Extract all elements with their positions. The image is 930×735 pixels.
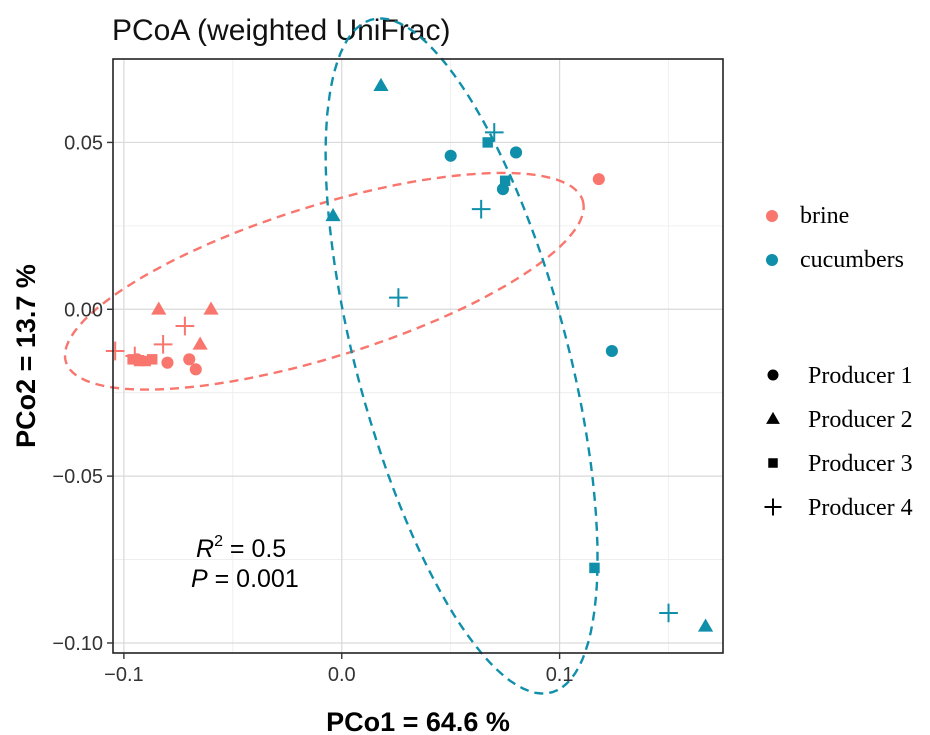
r-symbol: R xyxy=(196,535,214,563)
y-tick-label: −0.10 xyxy=(52,633,103,655)
brine-ellipse xyxy=(63,171,585,391)
stats-annotation: R2 = 0.5 P = 0.001 xyxy=(191,533,299,593)
data-point xyxy=(133,355,145,367)
data-point xyxy=(151,301,167,315)
x-axis-title: PCo1 = 64.6 % xyxy=(326,707,510,735)
data-point xyxy=(484,123,504,142)
data-point xyxy=(389,288,408,307)
data-points xyxy=(105,77,714,632)
legend-color-label: cucumbers xyxy=(800,247,904,273)
plot-panel-border xyxy=(112,58,724,654)
r-squared-value: = 0.5 xyxy=(223,535,286,563)
grid xyxy=(113,59,723,653)
data-point xyxy=(444,149,457,162)
data-point xyxy=(127,354,138,365)
data-point xyxy=(192,336,208,350)
data-point xyxy=(140,355,151,367)
data-point xyxy=(592,173,605,186)
data-point xyxy=(325,207,341,222)
x-tick-label: 0.0 xyxy=(328,664,356,686)
legend-shape-symbol xyxy=(767,369,779,381)
data-point xyxy=(471,199,491,219)
data-point xyxy=(499,175,511,187)
shape-legend: Producer 1 Producer 2 Producer 3 Producer 4 xyxy=(764,363,913,521)
data-point xyxy=(697,618,714,632)
y-tick-label: 0.00 xyxy=(64,299,103,321)
data-point xyxy=(153,334,173,354)
data-point xyxy=(589,562,600,574)
data-point xyxy=(605,344,618,358)
cucumbers-ellipse xyxy=(324,17,599,695)
y-axis-title: PCo2 = 13.7 % xyxy=(11,264,41,448)
data-point xyxy=(203,301,219,315)
data-point xyxy=(183,353,196,366)
legend-color-label: brine xyxy=(800,203,849,229)
data-point xyxy=(659,603,678,623)
legend-shape-label: Producer 1 xyxy=(808,363,913,389)
confidence-ellipses xyxy=(63,17,599,695)
x-tick-label: 0.1 xyxy=(546,664,574,686)
x-axis-ticks: −0.1 0.0 0.1 xyxy=(104,653,574,686)
legend-color-swatch xyxy=(766,210,778,222)
data-point xyxy=(496,183,510,196)
legend-shape-label: Producer 2 xyxy=(808,407,913,433)
data-point xyxy=(146,354,158,365)
p-symbol: P xyxy=(191,565,208,593)
legend-shape-label: Producer 3 xyxy=(808,451,913,477)
data-point xyxy=(125,346,145,366)
data-point xyxy=(175,316,195,336)
data-point xyxy=(373,77,389,92)
legend-color-swatch xyxy=(766,254,778,266)
x-tick-label: −0.1 xyxy=(104,664,143,686)
chart-title: PCoA (weighted UniFrac) xyxy=(112,14,450,47)
legend-shape-symbol xyxy=(764,498,782,516)
data-point xyxy=(482,137,493,148)
p-value: = 0.001 xyxy=(208,565,299,593)
legend-shape-label: Producer 4 xyxy=(808,495,913,521)
y-tick-label: 0.05 xyxy=(64,132,103,154)
data-point xyxy=(189,363,202,376)
data-point xyxy=(161,356,174,369)
r-squared-label: R2 = 0.5 xyxy=(196,533,286,563)
data-point xyxy=(509,146,523,159)
p-value-label: P = 0.001 xyxy=(191,565,299,593)
legend-shape-symbol xyxy=(768,458,778,468)
color-legend: brine cucumbers xyxy=(766,203,904,273)
data-point xyxy=(105,341,125,361)
y-axis-ticks: −0.10 −0.05 0.00 0.05 xyxy=(52,132,113,655)
r-exponent: 2 xyxy=(214,533,223,550)
legend-shape-symbol xyxy=(766,411,780,424)
y-tick-label: −0.05 xyxy=(52,466,103,488)
